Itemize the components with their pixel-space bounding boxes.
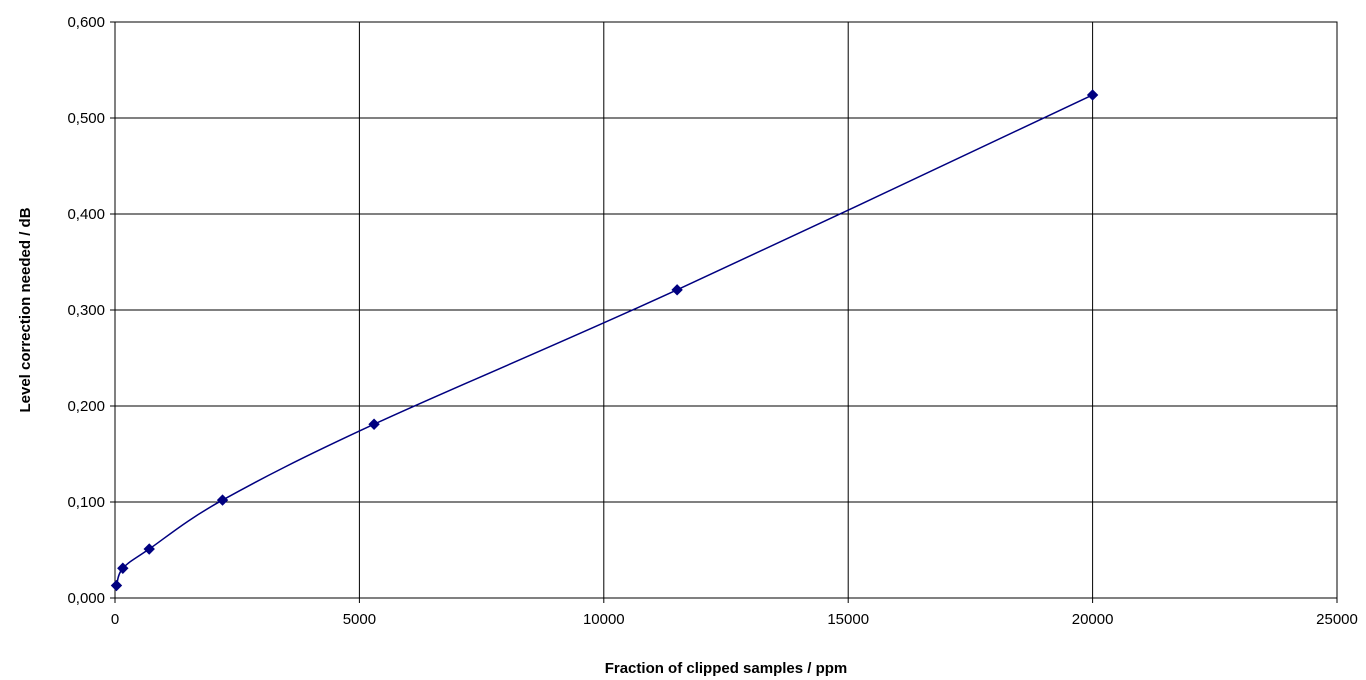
x-tick-label: 5000 <box>343 611 376 628</box>
x-tick-label: 0 <box>111 611 119 628</box>
data-point-marker <box>110 579 123 592</box>
y-axis-title: Level correction needed / dB <box>17 207 34 412</box>
y-tick-label: 0,500 <box>67 110 105 127</box>
y-axis-ticks: 0,000 0,100 0,200 0,300 0,400 0,500 0,600 <box>67 14 115 607</box>
x-tick-label: 10000 <box>583 611 625 628</box>
y-tick-label: 0,000 <box>67 590 105 607</box>
y-tick-label: 0,600 <box>67 14 105 31</box>
series <box>110 89 1099 592</box>
x-axis-title: Fraction of clipped samples / ppm <box>605 660 848 677</box>
data-point-marker <box>671 284 683 296</box>
data-point-marker <box>143 543 155 555</box>
data-point-marker <box>1086 89 1099 101</box>
y-tick-label: 0,300 <box>67 302 105 319</box>
data-point-marker <box>117 562 129 574</box>
x-axis-ticks: 0 5000 10000 15000 20000 25000 <box>111 598 1358 628</box>
data-point-marker <box>368 418 380 430</box>
x-tick-label: 15000 <box>827 611 869 628</box>
y-tick-label: 0,200 <box>67 398 105 415</box>
y-tick-label: 0,400 <box>67 206 105 223</box>
x-tick-label: 20000 <box>1072 611 1114 628</box>
x-tick-label: 25000 <box>1316 611 1358 628</box>
y-tick-label: 0,100 <box>67 494 105 511</box>
grid <box>114 21 1338 599</box>
series-line <box>115 94 1093 586</box>
data-point-marker <box>216 494 229 506</box>
